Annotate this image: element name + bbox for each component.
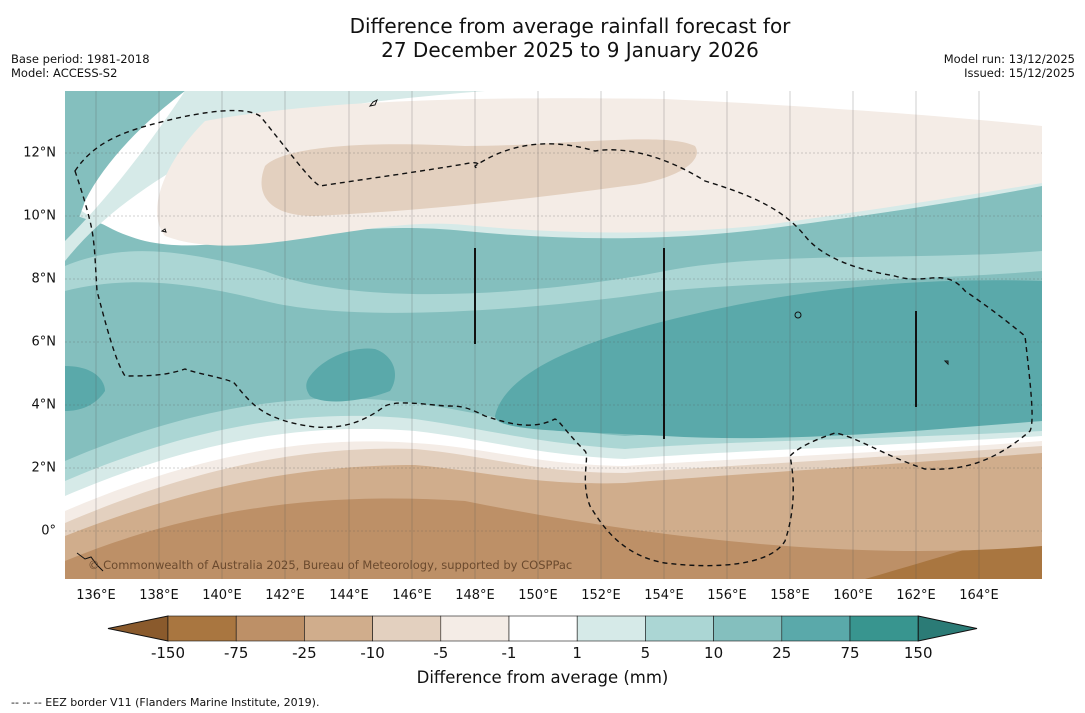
- colorbar-tick-label: -1: [501, 644, 517, 662]
- contour-north-wet-light: [65, 251, 1042, 313]
- lon-label-150: 150°E: [518, 588, 558, 603]
- colorbar-title: Difference from average (mm): [416, 668, 669, 687]
- lon-label-152: 152°E: [581, 588, 621, 603]
- base-period-text: Base period: 1981-2018: [11, 52, 150, 66]
- contour-west-wet-strong: [65, 366, 105, 411]
- colorbar-swatch: [304, 615, 373, 642]
- lat-label-4n: 4°N: [31, 397, 57, 413]
- colorbar-swatches: [107, 615, 978, 642]
- lon-label-156: 156°E: [707, 588, 747, 603]
- colorbar-swatch: [372, 615, 442, 642]
- lon-label-140: 140°E: [202, 588, 242, 603]
- title-line-1: Difference from average rainfall forecas…: [349, 14, 791, 38]
- title-line-2: 27 December 2025 to 9 January 2026: [381, 38, 759, 62]
- colorbar-swatch: [235, 615, 305, 642]
- lon-label-142: 142°E: [265, 588, 305, 603]
- lat-label-8n: 8°N: [31, 271, 57, 287]
- lat-label-0: 0°: [41, 523, 56, 539]
- colorbar-tick-label: -5: [433, 644, 449, 662]
- colorbar-tick-label: -25: [292, 644, 317, 662]
- eez-borders: [74, 109, 1033, 567]
- colorbar-tick-label: 25: [772, 644, 792, 662]
- lon-label-136: 136°E: [76, 588, 116, 603]
- colorbar-swatch: [440, 615, 510, 642]
- map-canvas: [65, 91, 1042, 579]
- contour-north-dry-light: [261, 139, 697, 216]
- lon-label-138: 138°E: [139, 588, 179, 603]
- lon-label-146: 146°E: [392, 588, 432, 603]
- issued-text: Issued: 15/12/2025: [964, 66, 1075, 80]
- colorbar-tick-label: -75: [223, 644, 249, 662]
- contour-central-wet-strong: [306, 348, 395, 402]
- colorbar-swatch: [713, 615, 783, 642]
- rainfall-map: [65, 91, 1042, 579]
- colorbar-arrow-right: [917, 615, 978, 642]
- colorbar-swatch: [849, 615, 919, 642]
- colorbar-tick-label: 150: [903, 644, 933, 662]
- colorbar-tick-label: 1: [572, 644, 582, 662]
- lon-label-144: 144°E: [329, 588, 369, 603]
- colorbar-arrow-left: [107, 615, 169, 642]
- lon-label-162: 162°E: [896, 588, 936, 603]
- colorbar-swatch: [508, 615, 578, 642]
- colorbar-swatch: [167, 615, 237, 642]
- colorbar-tick-label: 75: [840, 644, 860, 662]
- contour-west-wet: [65, 91, 185, 261]
- colorbar-swatch: [781, 615, 851, 642]
- meta-right: Model run: 13/12/2025 Issued: 15/12/2025: [944, 52, 1075, 80]
- lat-label-12n: 12°N: [23, 145, 56, 161]
- boundary-lines: [474, 248, 917, 439]
- colorbar-tick-label: -10: [360, 644, 385, 662]
- lon-label-154: 154°E: [644, 588, 684, 603]
- model-text: Model: ACCESS-S2: [11, 66, 118, 80]
- lon-label-164: 164°E: [959, 588, 999, 603]
- lat-label-6n: 6°N: [31, 334, 57, 350]
- lon-label-148: 148°E: [455, 588, 495, 603]
- lon-label-158: 158°E: [770, 588, 810, 603]
- copyright-credit: © Commonwealth of Australia 2025, Bureau…: [88, 558, 573, 572]
- contour-west-wet-slight: [65, 91, 485, 261]
- islands: [76, 98, 949, 572]
- colorbar-tick-label: -150: [150, 644, 186, 662]
- lat-label-10n: 10°N: [23, 208, 56, 224]
- contour-wet-strong: [495, 280, 1042, 439]
- lat-label-2n: 2°N: [31, 460, 57, 476]
- map-title: Difference from average rainfall forecas…: [0, 14, 1085, 62]
- colorbar-swatch: [576, 615, 646, 642]
- colorbar-swatch: [645, 615, 714, 642]
- colorbar-tick-label: 5: [640, 644, 651, 662]
- meta-left: Base period: 1981-2018 Model: ACCESS-S2: [11, 52, 150, 80]
- model-run-text: Model run: 13/12/2025: [943, 52, 1075, 66]
- lon-label-160: 160°E: [833, 588, 873, 603]
- eez-footnote: -- -- -- EEZ border V11 (Flanders Marine…: [11, 696, 320, 709]
- colorbar-tick-label: 10: [704, 644, 724, 662]
